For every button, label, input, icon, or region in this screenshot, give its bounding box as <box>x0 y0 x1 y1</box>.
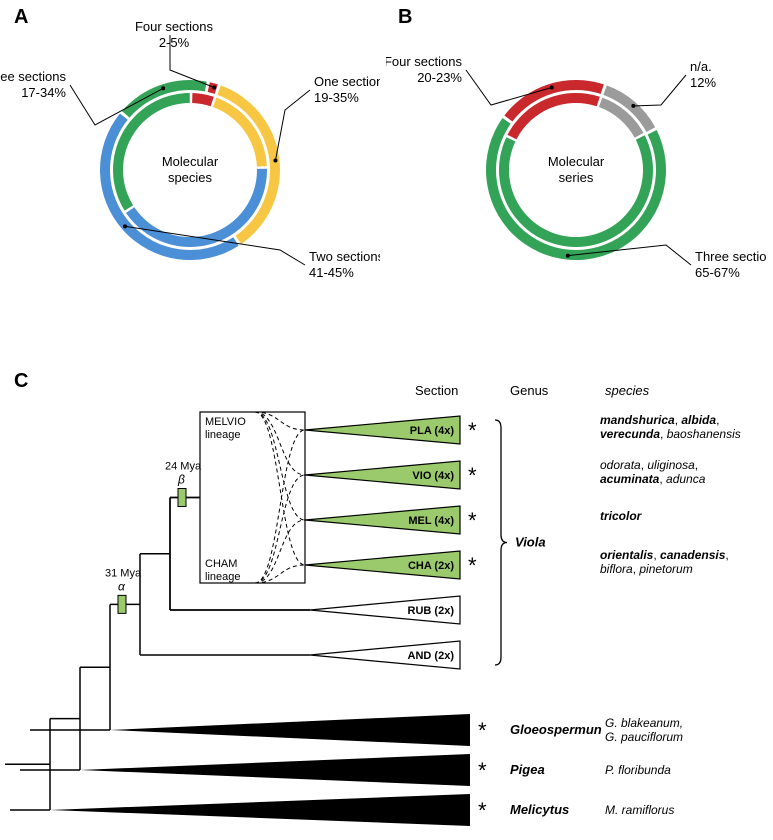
melvio-label: MELVIO <box>205 416 246 428</box>
seg-pct: 17-34% <box>21 85 66 100</box>
star-icon: * <box>468 508 477 533</box>
wgd-beta <box>178 489 186 507</box>
brace <box>495 420 507 665</box>
leader-dot <box>123 224 127 228</box>
donut-b-center1: Molecular <box>548 154 605 169</box>
outgroup-species: G. pauciflorum <box>605 730 683 744</box>
clade-label: RUB (2x) <box>408 605 455 617</box>
wgd-alpha <box>118 595 126 613</box>
clade-label: CHA (2x) <box>408 560 454 572</box>
wgd-alpha-time: 31 Mya <box>105 567 142 579</box>
donut-seg <box>192 93 214 106</box>
star-icon: * <box>468 418 477 443</box>
phylogeny-tree: Section Genus species MELVIOlineageCHAMl… <box>0 370 773 840</box>
reticulation <box>255 520 305 583</box>
leader-line <box>275 90 310 160</box>
donut-a: One section19-35% Two sections41-45% Three… <box>0 0 380 300</box>
seg-label: n/a. <box>690 59 712 74</box>
leader-dot <box>631 104 635 108</box>
wgd-beta-symbol: β <box>177 473 185 487</box>
outgroup-species: G. blakeanum, <box>605 716 683 730</box>
clade-label: VIO (4x) <box>412 470 454 482</box>
donut-b: n/a.12% Three sections65-67% Four sections… <box>386 0 766 300</box>
outgroup-species: P. floribunda <box>605 763 671 777</box>
seg-pct: 65-67% <box>695 265 740 280</box>
header-species: species <box>605 383 650 398</box>
species-list: tricolor <box>600 509 643 523</box>
outgroup-species: M. ramiflorus <box>605 803 674 817</box>
seg-pct: 41-45% <box>309 265 354 280</box>
leader-dot <box>273 158 277 162</box>
header-section: Section <box>415 383 458 398</box>
seg-label: Three sections <box>0 69 66 84</box>
seg-pct: 12% <box>690 75 716 90</box>
leader-line <box>633 75 686 106</box>
star-icon: * <box>478 798 487 823</box>
outgroup-genus: Pigea <box>510 762 545 777</box>
leader-dot <box>566 254 570 258</box>
clade-label: MEL (4x) <box>408 515 454 527</box>
species-list: odorata, uliginosa,acuminata, adunca <box>600 458 706 486</box>
lineage-label2: lineage <box>205 571 240 583</box>
reticulation <box>255 412 305 475</box>
donut-seg <box>213 98 267 167</box>
seg-pct: 2-5% <box>159 35 190 50</box>
outgroup-triangle <box>80 754 470 786</box>
seg-label: Two sections <box>309 249 380 264</box>
header-genus: Genus <box>510 383 549 398</box>
species-list: mandshurica, albida,verecunda, baoshanen… <box>600 413 741 441</box>
donut-a-center1: Molecular <box>162 154 219 169</box>
lineage-label: lineage <box>205 429 240 441</box>
star-icon: * <box>468 463 477 488</box>
star-icon: * <box>478 758 487 783</box>
wgd-beta-time: 24 Mya <box>165 461 202 473</box>
donut-a-center2: species <box>168 170 213 185</box>
species-list: orientalis, canadensis,biflora, pinetoru… <box>600 548 729 576</box>
seg-label: Four sections <box>135 19 214 34</box>
seg-label: Four sections <box>386 54 462 69</box>
outgroup-genus: Gloeospermun <box>510 722 602 737</box>
donut-b-center2: series <box>559 170 594 185</box>
seg-pct: 19-35% <box>314 90 359 105</box>
wgd-alpha-symbol: α <box>118 579 126 593</box>
leader-dot <box>550 85 554 89</box>
outgroup-genus: Melicytus <box>510 802 569 817</box>
star-icon: * <box>478 718 487 743</box>
clade-label: PLA (4x) <box>410 425 455 437</box>
seg-pct: 20-23% <box>417 70 462 85</box>
genus-viola: Viola <box>515 535 546 550</box>
outgroup-triangle <box>50 794 470 826</box>
seg-label: One section <box>314 74 380 89</box>
leader-dot <box>161 86 165 90</box>
star-icon: * <box>468 553 477 578</box>
outgroup-triangle <box>110 714 470 746</box>
leader-line <box>466 70 552 105</box>
clade-label: AND (2x) <box>408 650 455 662</box>
leader-dot <box>212 85 216 89</box>
cham-label: CHAM <box>205 558 237 570</box>
seg-label: Three sections <box>695 249 766 264</box>
